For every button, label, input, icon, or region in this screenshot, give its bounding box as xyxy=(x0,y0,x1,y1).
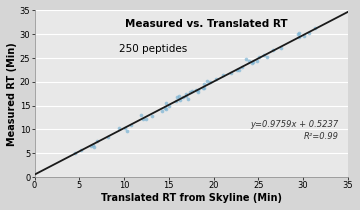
Point xyxy=(201,86,207,89)
Text: y=0.9759x + 0.5237
R²=0.99: y=0.9759x + 0.5237 R²=0.99 xyxy=(250,120,338,141)
Point xyxy=(122,127,128,130)
Point xyxy=(159,109,165,113)
Text: Measured vs. Translated RT: Measured vs. Translated RT xyxy=(126,19,288,29)
Point xyxy=(140,118,145,121)
Point xyxy=(177,98,183,101)
Point xyxy=(278,46,284,50)
Point xyxy=(174,96,180,99)
Point xyxy=(213,77,219,81)
Point xyxy=(261,53,267,56)
Y-axis label: Measured RT (Min): Measured RT (Min) xyxy=(7,42,17,146)
Point xyxy=(201,82,207,85)
Point xyxy=(239,65,245,69)
Point xyxy=(187,91,193,94)
Point xyxy=(78,148,84,152)
Point xyxy=(163,108,169,111)
Point xyxy=(149,115,155,118)
Point xyxy=(143,117,149,121)
Point xyxy=(204,80,210,83)
Point xyxy=(105,135,111,139)
Point xyxy=(183,92,189,96)
Point xyxy=(176,94,181,98)
Point xyxy=(90,144,95,147)
Point xyxy=(180,95,185,98)
Point xyxy=(72,152,78,155)
Point xyxy=(247,59,252,63)
Point xyxy=(185,98,191,101)
Point xyxy=(250,61,256,64)
Point xyxy=(296,32,302,35)
Point xyxy=(91,146,96,149)
Point xyxy=(312,26,318,30)
Point xyxy=(228,71,234,74)
Point xyxy=(95,139,100,142)
Point xyxy=(220,74,225,77)
Point xyxy=(237,68,242,71)
Point xyxy=(249,61,255,64)
Point xyxy=(306,31,311,35)
Point xyxy=(138,114,144,117)
Point xyxy=(296,35,301,39)
Point xyxy=(201,87,206,90)
Point xyxy=(270,48,275,51)
Point xyxy=(243,58,249,61)
Point xyxy=(301,34,307,37)
Point xyxy=(234,68,239,72)
Point xyxy=(183,95,189,98)
Text: 250 peptides: 250 peptides xyxy=(120,44,188,54)
Point xyxy=(166,104,171,107)
Point xyxy=(207,80,213,84)
Point xyxy=(129,123,134,126)
Point xyxy=(254,59,260,63)
Point xyxy=(88,144,94,147)
Point xyxy=(257,55,262,59)
Point xyxy=(163,101,169,104)
X-axis label: Translated RT from Skyline (Min): Translated RT from Skyline (Min) xyxy=(101,193,282,203)
Point xyxy=(193,88,198,92)
Point xyxy=(195,88,201,92)
Point xyxy=(125,129,130,133)
Point xyxy=(116,126,122,130)
Point xyxy=(174,99,179,102)
Point xyxy=(295,33,301,36)
Point xyxy=(264,56,270,59)
Point xyxy=(189,89,195,92)
Point xyxy=(162,106,168,109)
Point xyxy=(195,90,201,94)
